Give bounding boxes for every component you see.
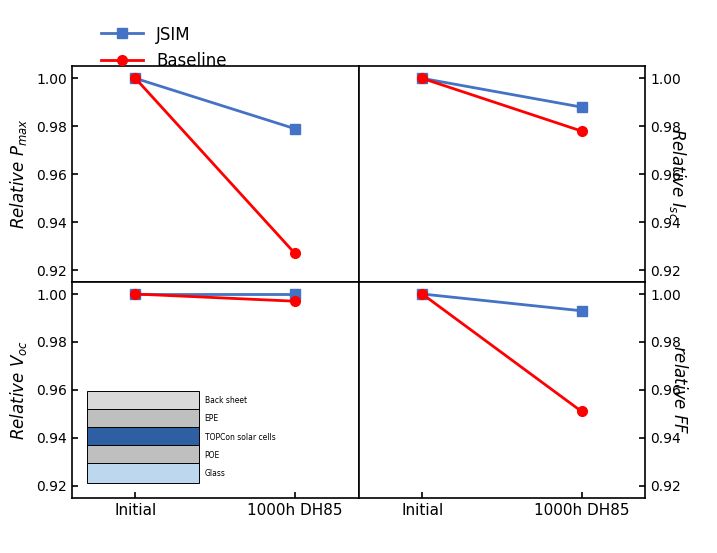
Y-axis label: relative $FF$: relative $FF$	[670, 345, 688, 435]
Legend: JSIM, Baseline: JSIM, Baseline	[95, 19, 233, 77]
Y-axis label: Relative $V_{oc}$: Relative $V_{oc}$	[8, 340, 29, 440]
Y-axis label: Relative $P_{max}$: Relative $P_{max}$	[8, 119, 29, 229]
Y-axis label: Relative $I_{sc}$: Relative $I_{sc}$	[667, 128, 688, 220]
